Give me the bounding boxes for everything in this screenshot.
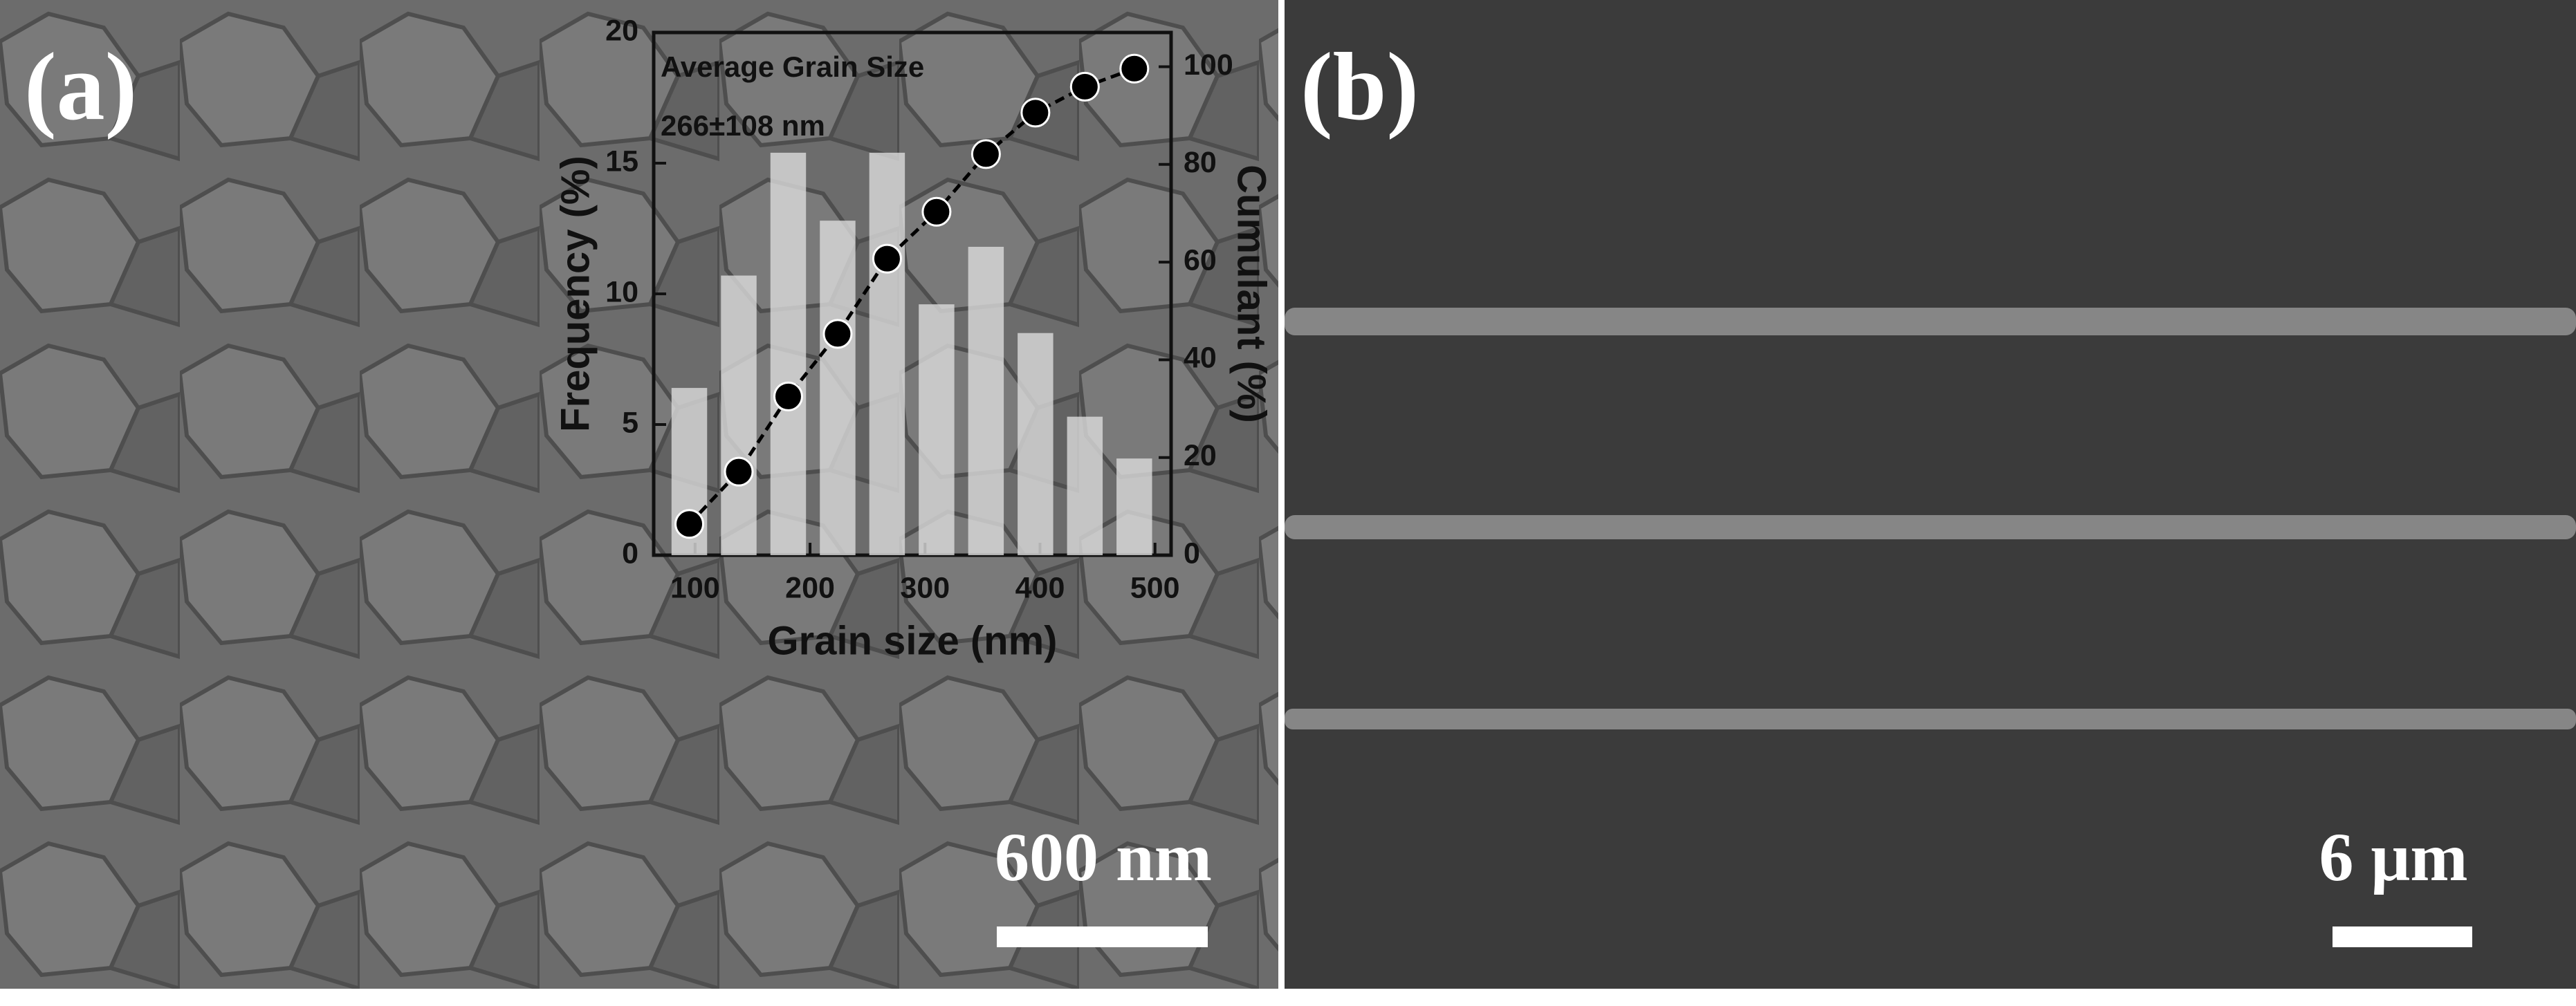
point [872,243,902,274]
y-tick-label: 20 [605,14,638,47]
point [773,381,803,411]
x-axis-label: Grain size (nm) [768,618,1058,663]
y-tick-label: 0 [622,537,638,570]
x-tick-label: 300 [900,571,950,604]
bar [1116,458,1152,555]
scale-bar-label: 6 μm [2319,819,2468,895]
y2-tick-label: 80 [1184,146,1217,179]
scale-bar-label: 600 nm [995,819,1212,895]
x-tick-label: 500 [1130,571,1180,604]
y2-tick-label: 40 [1184,342,1217,375]
bar [721,275,757,555]
point [674,509,705,539]
y2-tick-label: 20 [1184,439,1217,472]
cumulative-line [688,66,1135,525]
bar [1018,333,1054,555]
y-axis-label: Frequency (%) [553,156,598,432]
sem-image-a [0,0,1278,989]
bar [1067,416,1103,555]
bar [869,152,905,555]
bar [968,246,1004,555]
y2-axis-label: Cumulant (%) [1229,165,1274,423]
panel-label: (a) [24,33,137,140]
annotation: Average Grain Size [661,50,924,83]
sem-image-b [1285,0,2576,989]
y-tick-label: 10 [605,275,638,308]
scale-bar [2333,926,2472,947]
x-tick-label: 100 [670,571,720,604]
scale-bar [997,926,1208,947]
x-tick-label: 400 [1015,571,1065,604]
bar [770,152,807,555]
panel-label: (b) [1300,33,1419,140]
y2-tick-label: 0 [1184,537,1200,570]
point [1020,97,1051,128]
sem-layers [1285,308,2576,729]
point [970,139,1001,169]
point [724,456,754,487]
point [822,319,853,349]
y-tick-label: 15 [605,145,638,178]
annotation: 266±108 nm [661,109,825,142]
y2-tick-label: 60 [1184,243,1217,277]
point [921,196,952,227]
bar [820,221,856,555]
point [1119,53,1150,84]
point [1069,71,1100,102]
bar [919,304,955,555]
x-tick-label: 200 [785,571,835,604]
y-tick-label: 5 [622,406,638,439]
y2-tick-label: 100 [1184,48,1233,82]
